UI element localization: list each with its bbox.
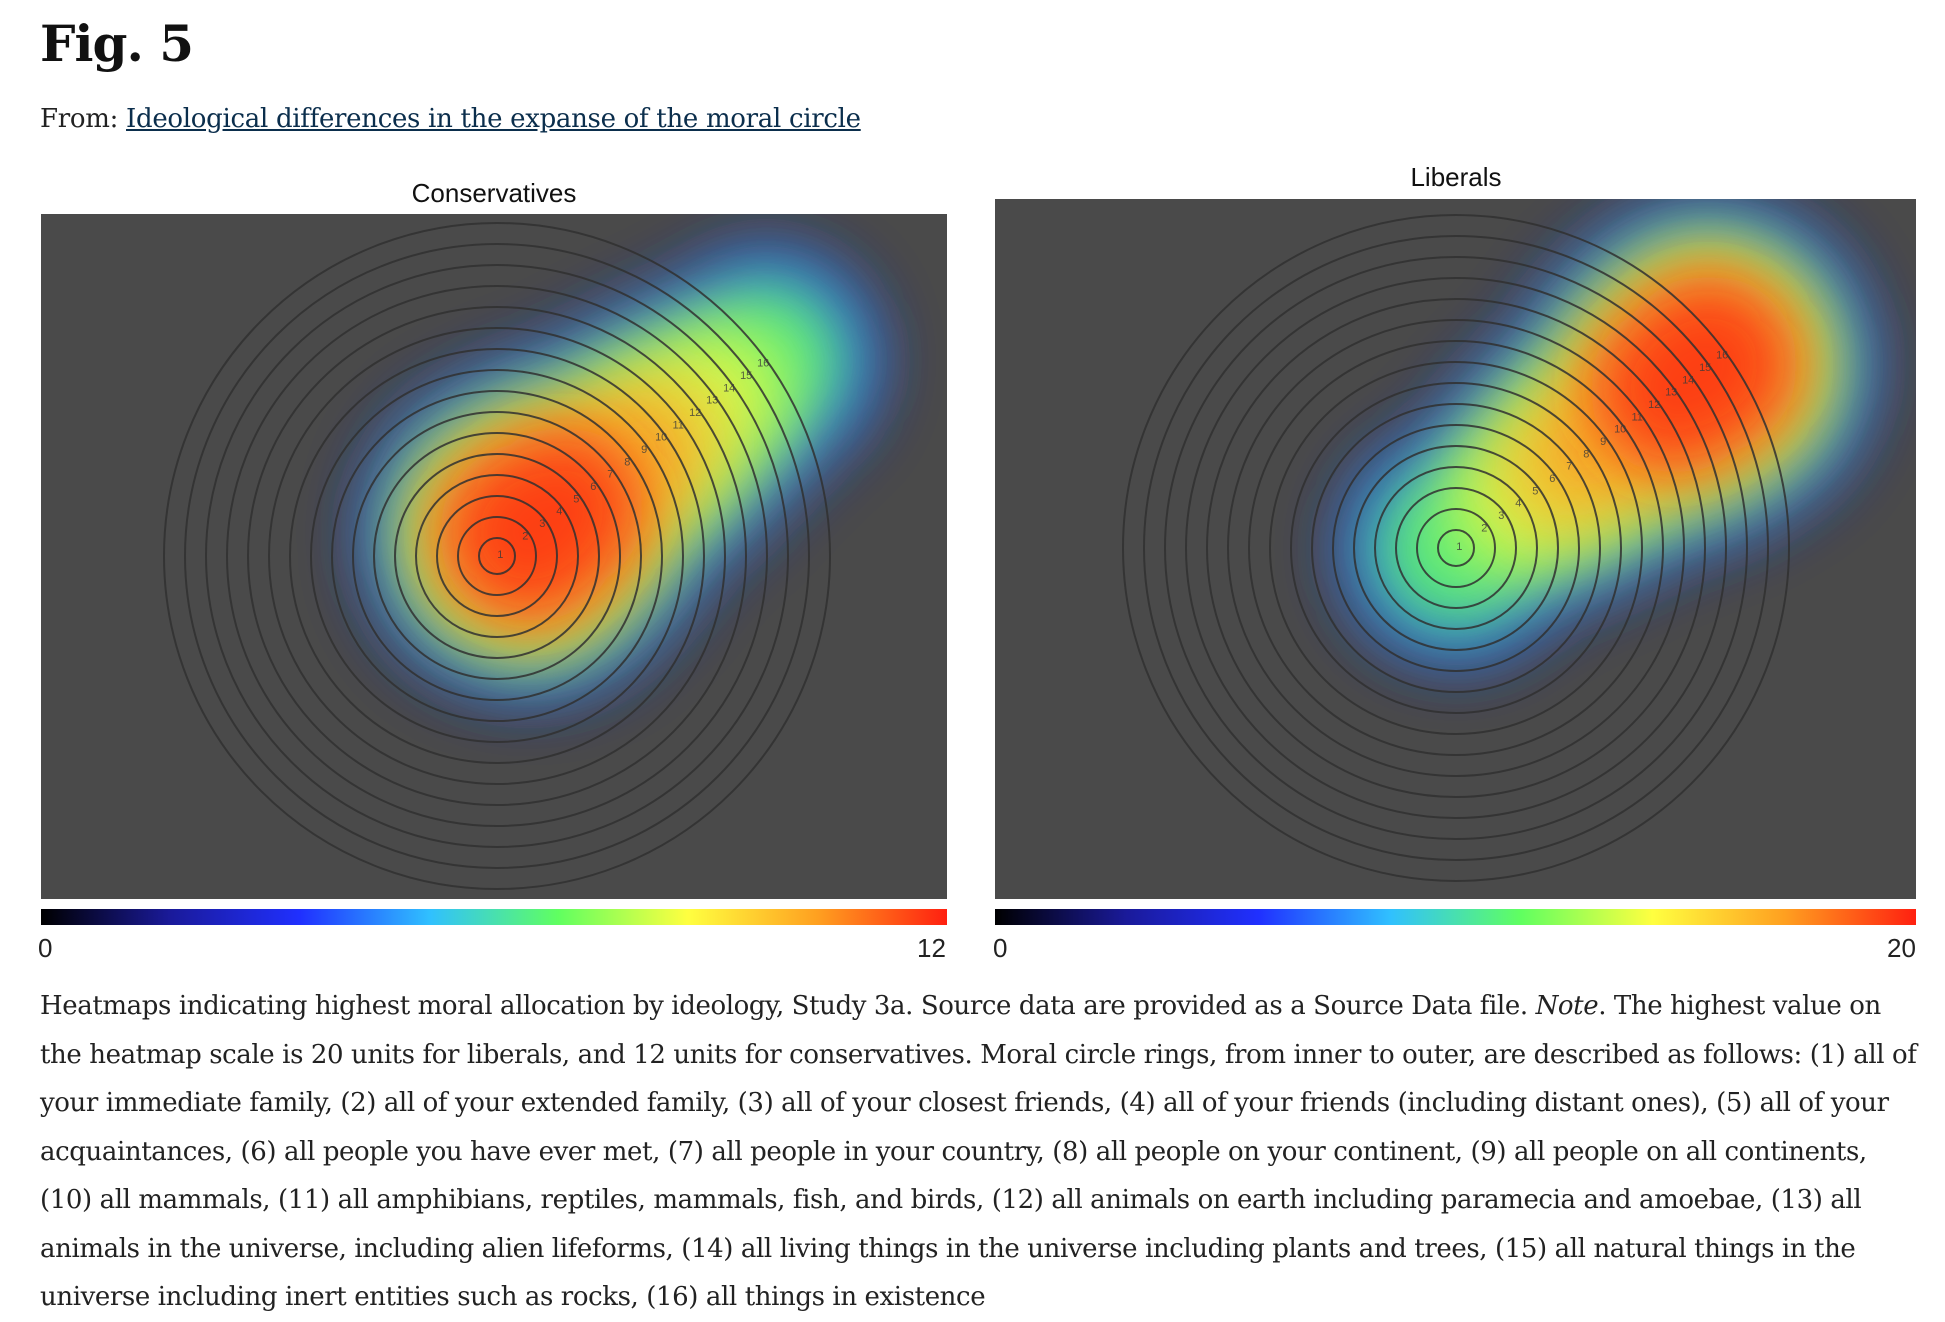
ring-14	[1164, 256, 1748, 840]
ring-5	[394, 453, 600, 659]
ring-16	[163, 222, 831, 890]
panel-title-liberals: Liberals	[1410, 162, 1502, 192]
ring-label-16: 16	[757, 358, 769, 370]
ring-label-15: 15	[740, 370, 752, 382]
ring-label-9: 9	[1600, 436, 1606, 448]
colorbar-liberals	[995, 909, 1916, 925]
ring-label-4: 4	[1515, 498, 1521, 510]
ring-10	[1248, 340, 1664, 756]
from-line: From: Ideological differences in the exp…	[40, 104, 861, 134]
colorbar-max-label-liberals: 20	[1887, 933, 1916, 963]
ring-9	[310, 369, 684, 743]
ring-label-1: 1	[497, 549, 503, 561]
ring-label-7: 7	[607, 469, 613, 481]
colorbar-gradient	[995, 909, 1916, 925]
ring-4	[1374, 466, 1538, 630]
ring-13	[226, 285, 768, 827]
ring-label-1: 1	[1456, 541, 1462, 553]
ring-label-6: 6	[1549, 473, 1555, 485]
ring-3	[1395, 487, 1517, 609]
ring-6	[1332, 424, 1580, 672]
article-link[interactable]: Ideological differences in the expanse o…	[126, 104, 861, 134]
colorbar-min-label-liberals: 0	[993, 933, 1008, 963]
ring-16	[1122, 214, 1790, 882]
ring-7	[352, 411, 642, 701]
ring-2	[457, 516, 537, 596]
ring-label-11: 11	[672, 419, 683, 431]
ring-11	[1227, 319, 1685, 777]
caption-note: Note	[1535, 991, 1599, 1021]
ring-label-2: 2	[522, 530, 528, 542]
ring-15	[1143, 235, 1769, 861]
ring-11	[268, 327, 726, 785]
ring-label-9: 9	[641, 444, 647, 456]
ring-label-5: 5	[573, 493, 579, 505]
ring-13	[1185, 277, 1727, 819]
colorbar-min-label-conservatives: 0	[38, 933, 53, 963]
ring-15	[184, 243, 810, 869]
ring-label-12: 12	[1648, 399, 1660, 411]
ring-label-12: 12	[689, 407, 701, 419]
ring-12	[1206, 298, 1706, 798]
ring-8	[1290, 382, 1622, 714]
ring-7	[1311, 403, 1601, 693]
ring-label-13: 13	[706, 395, 718, 407]
ring-label-16: 16	[1716, 350, 1728, 362]
figure-heatmaps: Conservatives 1 2 3 4 5 6 7 8 9 10 11 12 13 14 15 16 0 …	[38, 162, 1916, 963]
ring-label-3: 3	[539, 518, 545, 530]
ring-label-2: 2	[1481, 522, 1487, 534]
figure-caption: Heatmaps indicating highest moral alloca…	[40, 982, 1920, 1322]
ring-2	[1416, 508, 1496, 588]
caption-part2: . The highest value on the heatmap scale…	[40, 991, 1917, 1312]
caption-part1: Heatmaps indicating highest moral alloca…	[40, 991, 1536, 1021]
from-label: From:	[40, 104, 119, 134]
ring-1	[478, 537, 516, 575]
ring-10	[289, 348, 705, 764]
ring-label-10: 10	[1614, 424, 1626, 436]
ring-label-15: 15	[1699, 362, 1711, 374]
panel-title-conservatives: Conservatives	[411, 178, 577, 208]
ring-label-3: 3	[1498, 510, 1504, 522]
ring-8	[331, 390, 663, 722]
ring-label-13: 13	[1665, 387, 1677, 399]
ring-14	[205, 264, 789, 848]
ring-label-7: 7	[1566, 461, 1572, 473]
ring-9	[1269, 361, 1643, 735]
ring-label-14: 14	[723, 382, 735, 394]
ring-5	[1353, 445, 1559, 651]
ring-label-8: 8	[1583, 448, 1589, 460]
colorbar-conservatives	[41, 909, 947, 925]
ring-label-14: 14	[1682, 374, 1694, 386]
ring-label-5: 5	[1532, 485, 1538, 497]
ring-3	[436, 495, 558, 617]
ring-label-8: 8	[624, 456, 630, 468]
ring-4	[415, 474, 579, 638]
ring-label-10: 10	[655, 432, 667, 444]
ring-1	[1437, 529, 1475, 567]
colorbar-max-label-conservatives: 12	[917, 933, 946, 963]
ring-label-4: 4	[556, 506, 562, 518]
ring-label-6: 6	[590, 481, 596, 493]
ring-label-11: 11	[1631, 411, 1642, 423]
ring-12	[247, 306, 747, 806]
ring-6	[373, 432, 621, 680]
figure-title: Fig. 5	[40, 14, 194, 73]
colorbar-gradient	[41, 909, 947, 925]
